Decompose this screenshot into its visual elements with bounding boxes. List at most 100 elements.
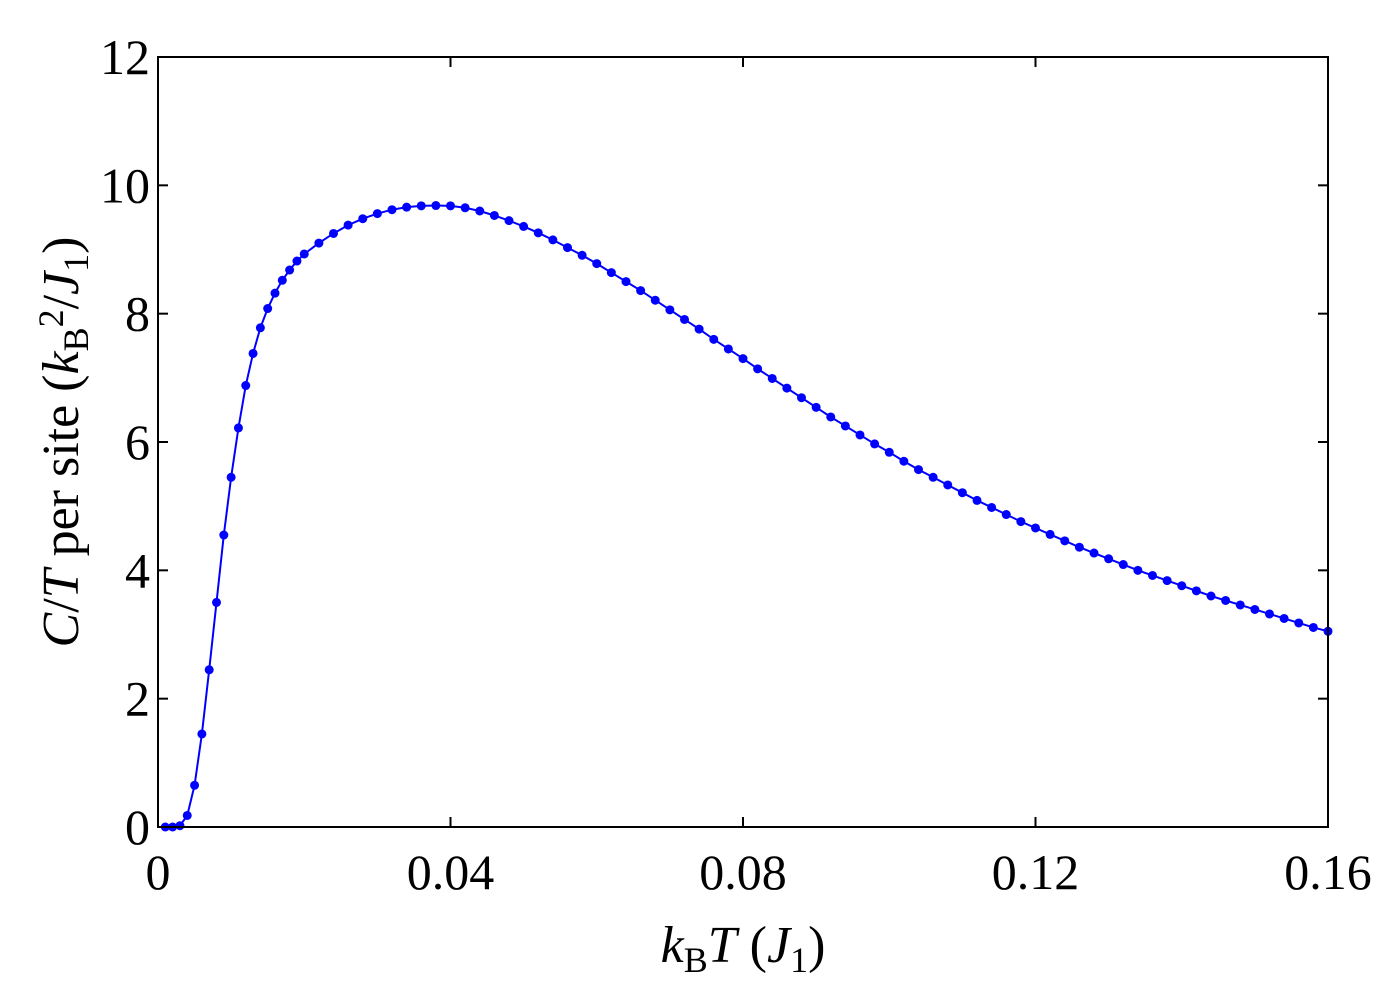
data-point [1221, 595, 1231, 605]
y-tick-label: 0 [125, 799, 150, 855]
x-axis-label: kBT (J1) [661, 917, 826, 980]
data-point [738, 354, 748, 364]
data-point [592, 259, 602, 269]
data-point [197, 729, 207, 739]
data-point [372, 209, 382, 219]
x-tick-label: 0 [146, 844, 171, 900]
data-point [285, 265, 295, 275]
data-point [533, 228, 543, 238]
y-tick-label: 2 [125, 671, 150, 727]
x-tick-label: 0.04 [407, 844, 495, 900]
data-point [1148, 570, 1157, 580]
data-point [943, 480, 953, 490]
data-point [1250, 604, 1260, 614]
data-point [767, 373, 777, 383]
data-point [723, 344, 733, 354]
data-point [694, 324, 704, 334]
data-point [577, 250, 587, 260]
data-point [387, 205, 397, 215]
data-point [650, 295, 660, 305]
data-point [1235, 600, 1245, 610]
data-point [1265, 609, 1274, 619]
x-axis: 0 0.04 0.08 0.12 0.16 [146, 57, 1372, 900]
data-point [957, 488, 967, 498]
data-point [1177, 581, 1187, 591]
data-point [914, 465, 923, 475]
data-point [1294, 618, 1304, 628]
data-point [709, 334, 719, 344]
plot-frame [157, 56, 1329, 828]
data-point [1118, 560, 1128, 570]
data-point [1191, 586, 1201, 596]
y-tick-label: 4 [125, 542, 150, 598]
data-point [899, 456, 909, 466]
data-point [226, 472, 236, 482]
data-point [840, 421, 850, 431]
series-line [165, 204, 1329, 828]
y-tick-label: 8 [125, 286, 150, 342]
data-point [826, 412, 836, 422]
data-point [233, 423, 243, 433]
data-point [343, 220, 353, 230]
data-point [606, 268, 616, 278]
data-point [548, 235, 558, 245]
data-point [1045, 529, 1055, 539]
data-point [1162, 576, 1172, 586]
data-point [753, 364, 763, 374]
data-point [460, 203, 470, 213]
data-point [416, 201, 426, 211]
data-point [1206, 591, 1216, 601]
data-point [292, 256, 302, 266]
data-point [277, 275, 287, 285]
data-point [241, 381, 251, 391]
data-point [1016, 517, 1026, 527]
data-point [263, 304, 273, 314]
data-point [928, 472, 938, 482]
data-point [402, 202, 412, 212]
data-point [255, 323, 265, 333]
data-point [665, 305, 675, 315]
data-point [855, 430, 865, 440]
data-point [1104, 554, 1114, 564]
data-point [204, 665, 214, 675]
data-point [219, 530, 229, 540]
x-tick-label: 0.12 [992, 844, 1080, 900]
y-axis-label: C/T per site (kB2/J1) [31, 237, 96, 648]
data-point [182, 810, 192, 820]
plot-series [160, 201, 1333, 832]
data-point [972, 495, 982, 505]
data-point [519, 221, 529, 231]
data-point [563, 243, 572, 253]
data-point [212, 597, 221, 607]
data-point [190, 780, 200, 790]
data-point [446, 201, 455, 211]
data-point [1308, 622, 1318, 632]
data-point [1031, 523, 1040, 533]
data-point [431, 201, 441, 211]
data-point [987, 502, 997, 512]
data-point [621, 277, 631, 287]
y-tick-label: 6 [125, 414, 150, 470]
y-tick-label: 10 [100, 157, 150, 213]
data-point [358, 214, 368, 224]
data-point [636, 286, 646, 296]
data-point [797, 393, 806, 403]
data-point [1060, 536, 1070, 546]
data-point [811, 402, 821, 412]
y-tick-label: 12 [100, 29, 150, 85]
y-axis: 0 2 4 6 8 10 12 [100, 29, 1328, 855]
data-point [489, 210, 499, 220]
data-point [329, 228, 338, 238]
data-point [1279, 613, 1289, 623]
data-point [1001, 510, 1011, 520]
data-point [870, 439, 880, 449]
data-point [1074, 542, 1084, 552]
data-point [504, 216, 514, 226]
x-tick-label: 0.16 [1284, 844, 1372, 900]
data-point [680, 314, 689, 324]
x-tick-label: 0.08 [699, 844, 787, 900]
data-point [1133, 565, 1143, 575]
data-point [782, 383, 792, 393]
data-point [248, 348, 258, 358]
